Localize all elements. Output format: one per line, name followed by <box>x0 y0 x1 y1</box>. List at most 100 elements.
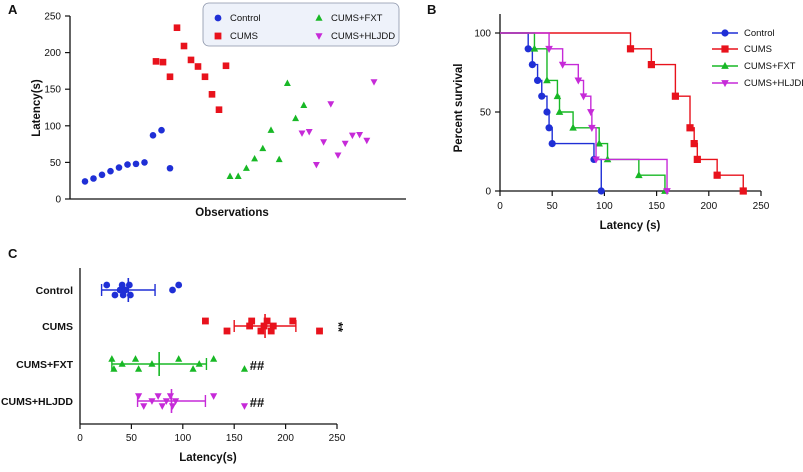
panel-c-point-cums-fxt <box>189 365 197 372</box>
panel-c-xtick-label-100: 100 <box>174 433 191 444</box>
panel-a-point-cums-hljdd <box>363 137 371 145</box>
panel-c-group-cums <box>202 314 323 338</box>
panel-a-legend-marker-cums-fxt <box>315 14 323 21</box>
panel-b-point-cums <box>739 187 747 195</box>
panel-a-legend-hljdd: CUMS+HLJDD <box>331 31 395 42</box>
panel-c-point-control <box>126 291 134 299</box>
panel-a-series-cums-fxt <box>226 79 308 179</box>
panel-b-legend-hljdd: CUMS+HLJDD <box>744 78 803 89</box>
panel-b-point-cums-hljdd <box>545 45 553 53</box>
panel-a-legend-marker-cums-hljdd <box>315 33 323 40</box>
panel-a-ytick-label-100: 100 <box>44 121 61 132</box>
panel-b-y-ticks: 0 50 100 <box>474 29 500 198</box>
panel-c-point-control <box>175 281 183 289</box>
panel-c-point-cums <box>289 317 297 325</box>
panel-b-point-control <box>597 187 605 195</box>
panel-b-label: B <box>427 2 436 17</box>
panel-b-legend-marker-control <box>721 29 729 37</box>
panel-b-xtick-label-0: 0 <box>497 201 503 212</box>
panel-a-point-cums-hljdd <box>370 79 378 86</box>
panel-a-ytick-label-0: 0 <box>55 195 61 206</box>
panel-a-point-control <box>115 164 123 171</box>
panel-c-group-cums-fxt <box>108 352 249 376</box>
panel-a-y-label: Latency(s) <box>31 79 43 137</box>
panel-b-point-control <box>538 92 546 100</box>
panel-b-point-cums-fxt <box>530 44 539 52</box>
panel-b-point-cums-hljdd <box>587 109 595 117</box>
panel-c-point-cums-hljdd <box>148 398 156 405</box>
panel-c-point-cums-hljdd <box>166 393 175 400</box>
panel-c-point-cums-hljdd <box>240 403 249 410</box>
panel-a-point-cums-hljdd <box>305 129 313 136</box>
panel-a-legend-box <box>202 2 400 47</box>
panel-b-legend-fxt: CUMS+FXT <box>744 61 796 72</box>
panel-c-cat-fxt: CUMS+FXT <box>16 359 73 371</box>
panel-c-xtick-label-50: 50 <box>126 433 138 444</box>
panel-a-legend-cums: CUMS <box>230 31 258 42</box>
panel-a-label: A <box>8 2 18 17</box>
panel-a-point-cums-hljdd <box>356 131 364 139</box>
panel-b-point-cums <box>690 140 698 148</box>
panel-b-legend[interactable]: Control CUMS CUMS+FXT CUMS+HLJDD <box>712 28 803 89</box>
panel-a-point-control <box>90 175 97 182</box>
panel-a-legend[interactable]: Control CUMS CUMS+FXT CUMS+HLJDD <box>202 2 400 47</box>
panel-a-point-control <box>141 159 148 166</box>
panel-c-group-cums-hljdd <box>135 389 249 413</box>
panel-a-ytick-label-150: 150 <box>44 85 61 96</box>
panel-b-point-cums <box>713 171 721 179</box>
panel-a-point-cums-hljdd <box>334 152 342 159</box>
panel-c-point-cums <box>202 317 209 325</box>
panel-b-legend-marker-cums-fxt <box>721 61 729 69</box>
panel-b-point-cums-fxt <box>555 107 564 115</box>
panel-a-point-cums <box>152 58 160 65</box>
panel-b-xtick-label-200: 200 <box>700 201 717 212</box>
panel-c: C 0 50 100 150 200 250 Latency(s) Control CUM… <box>1 246 346 464</box>
panel-a-ytick-label-200: 200 <box>44 48 61 59</box>
panel-c-point-control <box>111 291 119 299</box>
panel-a-point-cums-hljdd <box>348 132 356 140</box>
panel-a-point-control <box>124 161 131 168</box>
panel-c-xtick-label-0: 0 <box>77 433 83 444</box>
panel-a-point-control <box>149 132 157 139</box>
panel-b-point-cums <box>671 92 679 100</box>
panel-b-ytick-label-100: 100 <box>474 29 491 40</box>
panel-a-point-cums <box>201 73 209 81</box>
panel-b-survival-curves <box>500 32 747 196</box>
panel-c-point-cums <box>267 327 275 335</box>
panel-a-point-cums-fxt <box>251 154 259 162</box>
panel-b-y-label: Percent survival <box>453 64 465 153</box>
panel-c-x-ticks: 0 50 100 150 200 250 <box>77 424 346 444</box>
panel-a-point-cums-fxt <box>259 144 267 152</box>
panel-c-point-cums-fxt <box>148 360 156 367</box>
panel-b-ytick-label-0: 0 <box>485 187 491 198</box>
panel-a-series-control <box>81 126 174 185</box>
panel-a-point-cums-hljdd <box>320 139 328 146</box>
panel-a-legend-marker-cums <box>214 32 222 40</box>
panel-a-point-cums-fxt <box>226 172 234 179</box>
panel-b-series-cums <box>500 32 747 195</box>
panel-b-curve-cums-hljdd <box>500 32 668 191</box>
panel-a-legend-control: Control <box>230 13 261 24</box>
panel-c-point-cums-hljdd <box>135 393 143 400</box>
panel-b-legend-markers <box>712 29 738 88</box>
panel-c-point-cums-fxt <box>118 360 126 367</box>
panel-a-ytick-label-250: 250 <box>44 12 61 23</box>
panel-a-point-cums-hljdd <box>341 140 349 148</box>
panel-b-xtick-label-50: 50 <box>547 201 559 212</box>
panel-a-point-cums-fxt <box>283 79 291 86</box>
panel-b-x-ticks: 0 50 100 150 200 250 <box>497 191 770 212</box>
panel-c-point-cums-fxt <box>108 355 116 362</box>
panel-a-series-cums-hljdd <box>298 79 378 169</box>
panel-a-points <box>81 24 378 185</box>
panel-a-point-cums <box>215 106 223 113</box>
panel-a: A 0 50 100 150 200 250 Latency(s) Observation… <box>8 2 406 219</box>
panel-c-cat-cums: CUMS <box>42 321 73 333</box>
panel-c-point-control <box>103 281 111 289</box>
panel-c-point-control <box>121 286 129 294</box>
panel-a-point-cums-fxt <box>267 126 275 133</box>
panel-c-cat-control: Control <box>36 285 73 297</box>
panel-c-point-cums <box>316 327 323 335</box>
panel-c-groups <box>100 278 323 413</box>
panel-a-legend-marker-control <box>214 14 222 22</box>
panel-c-group-control <box>100 278 183 302</box>
